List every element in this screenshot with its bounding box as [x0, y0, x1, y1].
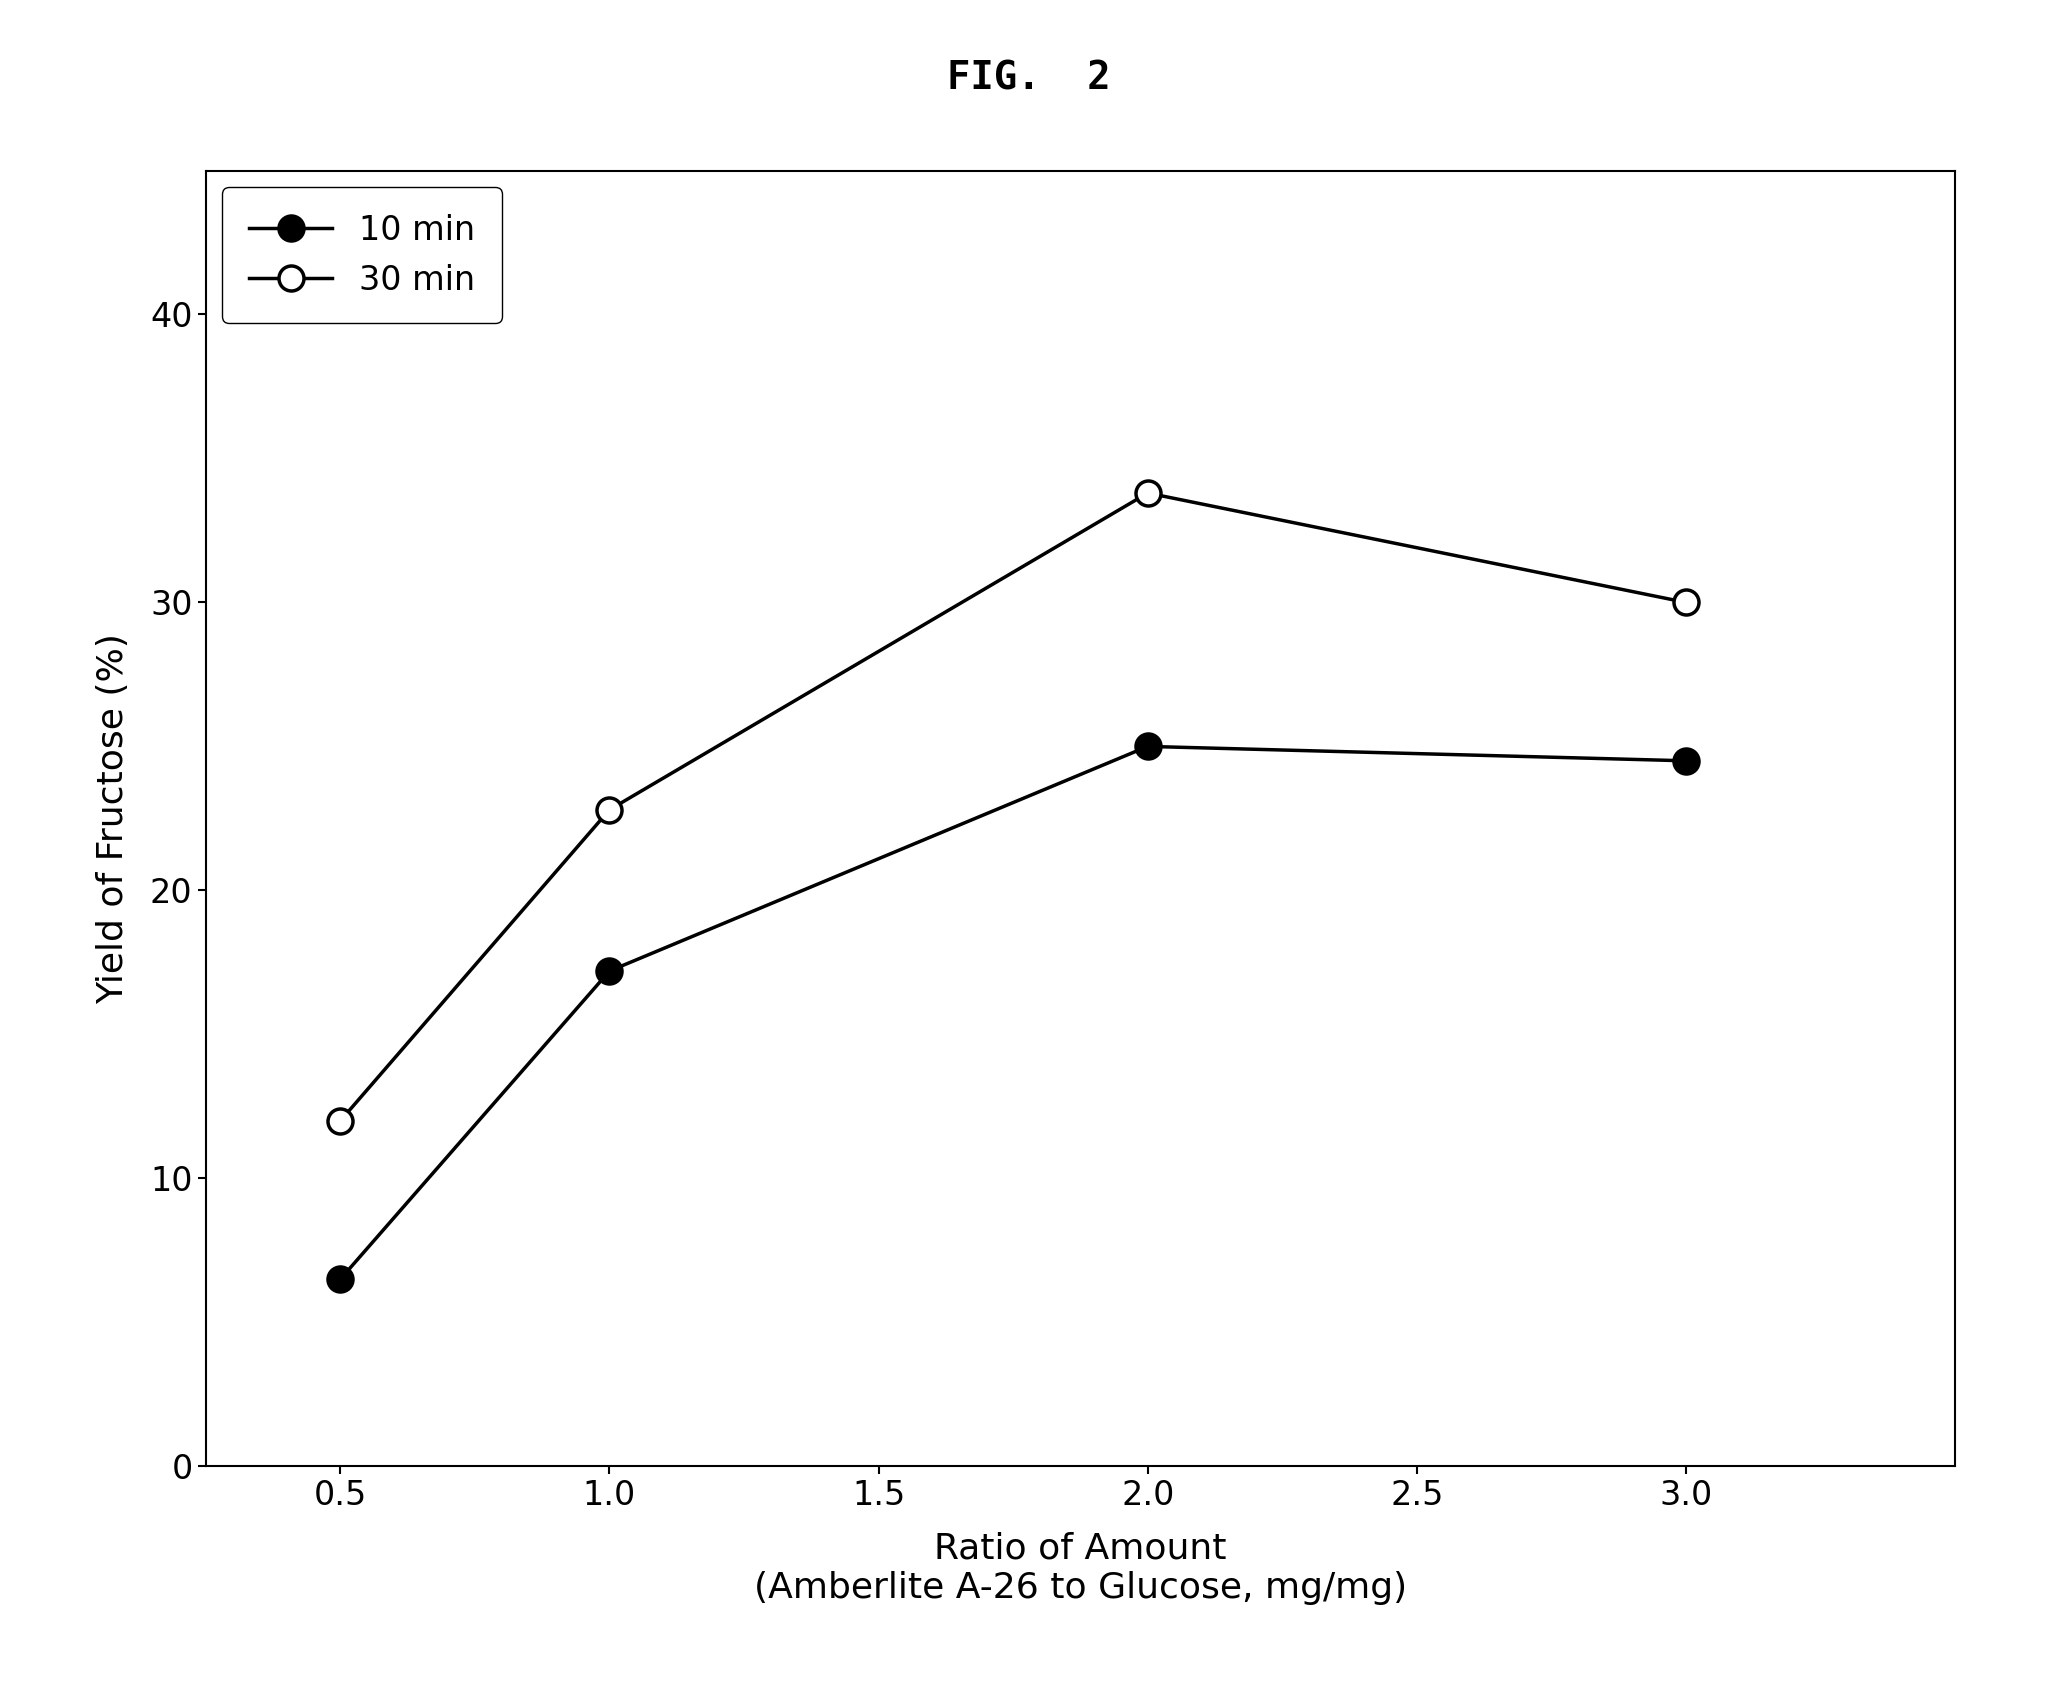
- Y-axis label: Yield of Fructose (%): Yield of Fructose (%): [97, 633, 130, 1004]
- 30 min: [597, 800, 622, 820]
- Text: FIG.  2: FIG. 2: [947, 60, 1111, 97]
- 10 min: [1136, 737, 1161, 757]
- Legend: 10 min, 30 min: 10 min, 30 min: [222, 188, 502, 324]
- 30 min: [1673, 592, 1698, 612]
- 10 min: [1673, 750, 1698, 771]
- Line: 30 min: 30 min: [327, 481, 1698, 1134]
- Line: 10 min: 10 min: [327, 733, 1698, 1292]
- 10 min: [597, 962, 622, 982]
- 30 min: [327, 1110, 352, 1130]
- 10 min: [327, 1269, 352, 1289]
- X-axis label: Ratio of Amount
(Amberlite A-26 to Glucose, mg/mg): Ratio of Amount (Amberlite A-26 to Gluco…: [753, 1531, 1408, 1606]
- 30 min: [1136, 483, 1161, 503]
